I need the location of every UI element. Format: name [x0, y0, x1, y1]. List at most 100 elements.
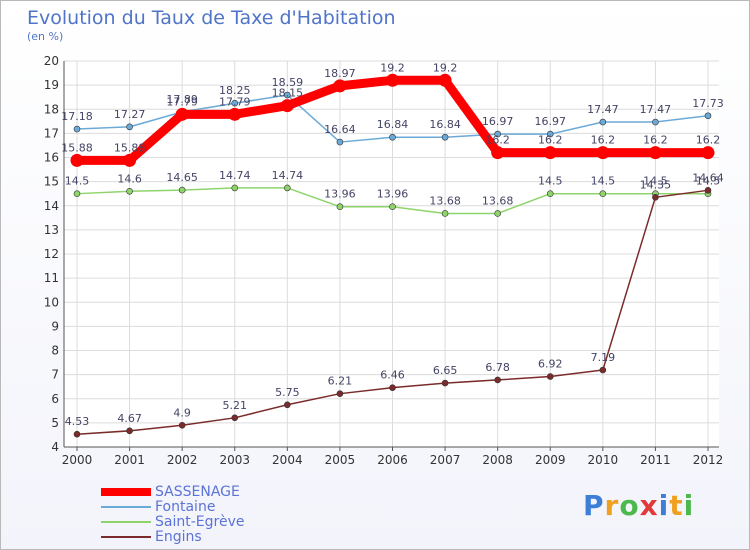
- data-point: [599, 190, 607, 197]
- legend-swatch: [101, 536, 151, 538]
- data-label: 13.96: [324, 188, 356, 201]
- data-point: [123, 153, 137, 167]
- data-label: 17.89: [166, 93, 198, 106]
- data-point: [336, 203, 344, 211]
- data-point: [70, 153, 84, 167]
- x-tick-label: 2008: [482, 453, 513, 467]
- x-tick-label: 2001: [114, 453, 145, 467]
- data-label: 14.65: [166, 171, 198, 184]
- y-tick-label: 18: [44, 102, 59, 116]
- y-tick-label: 20: [44, 54, 59, 68]
- data-point: [599, 118, 607, 126]
- y-tick-label: 8: [51, 344, 59, 358]
- data-point: [652, 194, 659, 201]
- data-label: 16.64: [324, 123, 356, 136]
- data-point: [438, 73, 452, 87]
- data-label: 16.2: [696, 134, 721, 147]
- brand-letter: x: [639, 489, 659, 522]
- data-label: 18.59: [272, 76, 304, 89]
- data-label: 16.84: [429, 118, 461, 131]
- x-tick-label: 2009: [535, 453, 566, 467]
- data-label: 16.97: [482, 115, 514, 128]
- data-point: [231, 184, 239, 192]
- data-label: 6.65: [433, 364, 458, 377]
- data-label: 13.68: [429, 194, 461, 207]
- data-point: [231, 99, 239, 107]
- data-point: [231, 414, 239, 422]
- x-tick-label: 2003: [219, 453, 250, 467]
- data-label: 14.5: [65, 175, 90, 188]
- data-label: 7.19: [591, 351, 616, 364]
- data-point: [178, 421, 186, 429]
- y-tick-label: 19: [44, 78, 59, 92]
- y-tick-label: 17: [44, 126, 59, 140]
- y-tick-label: 15: [44, 175, 59, 189]
- data-label: 16.2: [643, 134, 668, 147]
- data-point: [73, 190, 81, 197]
- data-point: [596, 146, 610, 160]
- x-tick-label: 2006: [377, 453, 408, 467]
- data-point: [73, 430, 81, 438]
- data-point: [389, 203, 396, 211]
- data-point: [336, 138, 344, 146]
- y-tick-label: 7: [51, 368, 59, 382]
- y-tick-label: 11: [44, 271, 59, 285]
- data-label: 5.21: [223, 399, 248, 412]
- y-tick-label: 5: [51, 416, 59, 430]
- data-point: [546, 373, 554, 380]
- data-label: 17.79: [219, 95, 251, 108]
- data-label: 16.2: [538, 134, 563, 147]
- x-tick-label: 2011: [640, 453, 671, 467]
- data-label: 13.96: [377, 188, 409, 201]
- y-tick-label: 9: [51, 319, 59, 333]
- data-label: 16.84: [377, 118, 409, 131]
- x-tick-label: 2012: [693, 453, 724, 467]
- y-tick-label: 16: [44, 151, 59, 165]
- data-point: [494, 210, 501, 217]
- data-point: [333, 79, 347, 93]
- brand-letter: t: [669, 489, 684, 522]
- brand-letter: P: [583, 489, 605, 522]
- data-point: [386, 73, 399, 87]
- data-label: 19.2: [433, 61, 458, 74]
- data-point: [701, 146, 715, 160]
- data-point: [494, 130, 501, 138]
- legend-swatch: [101, 521, 151, 523]
- data-label: 4.9: [173, 406, 191, 419]
- data-point: [546, 130, 554, 138]
- y-tick-label: 14: [44, 199, 59, 213]
- data-label: 16.2: [485, 134, 510, 147]
- data-point: [648, 146, 662, 160]
- y-tick-label: 12: [44, 247, 59, 261]
- data-label: 14.35: [640, 178, 672, 191]
- data-point: [704, 187, 712, 194]
- y-tick-label: 13: [44, 223, 59, 237]
- data-point: [228, 107, 242, 121]
- brand-letter: o: [619, 489, 640, 522]
- legend-swatch: [101, 488, 151, 496]
- data-point: [126, 123, 133, 131]
- x-tick-label: 2005: [325, 453, 356, 467]
- data-point: [441, 133, 449, 141]
- brand-letter: i: [658, 489, 670, 522]
- legend-label: Fontaine: [155, 499, 216, 515]
- data-label: 6.21: [328, 375, 353, 388]
- data-label: 17.47: [587, 103, 619, 116]
- chart-subtitle: (en %): [27, 30, 64, 43]
- brand-logo: Proxiti: [583, 489, 694, 522]
- data-point: [389, 384, 396, 391]
- x-tick-label: 2010: [588, 453, 619, 467]
- data-label: 14.5: [643, 175, 668, 188]
- legend-label: Saint-Egrève: [155, 514, 245, 530]
- data-point: [441, 210, 449, 217]
- data-point: [441, 379, 449, 387]
- data-label: 17.79: [166, 95, 198, 108]
- data-label: 13.68: [482, 194, 514, 207]
- data-label: 14.5: [591, 175, 616, 188]
- data-point: [280, 99, 294, 113]
- data-point: [336, 390, 344, 397]
- data-label: 17.73: [692, 97, 724, 110]
- brand-letter: i: [683, 489, 695, 522]
